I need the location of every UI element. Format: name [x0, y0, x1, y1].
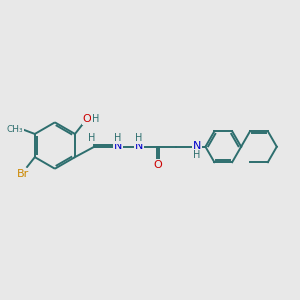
Text: CH₃: CH₃	[7, 125, 23, 134]
Text: N: N	[114, 141, 122, 151]
Text: H: H	[114, 133, 122, 143]
Text: H: H	[92, 114, 100, 124]
Text: H: H	[135, 133, 142, 143]
Text: N: N	[193, 141, 201, 151]
Text: Br: Br	[17, 169, 29, 179]
Text: O: O	[83, 114, 92, 124]
Text: H: H	[88, 134, 95, 143]
Text: N: N	[135, 141, 143, 151]
Text: H: H	[194, 150, 201, 160]
Text: O: O	[153, 160, 162, 170]
